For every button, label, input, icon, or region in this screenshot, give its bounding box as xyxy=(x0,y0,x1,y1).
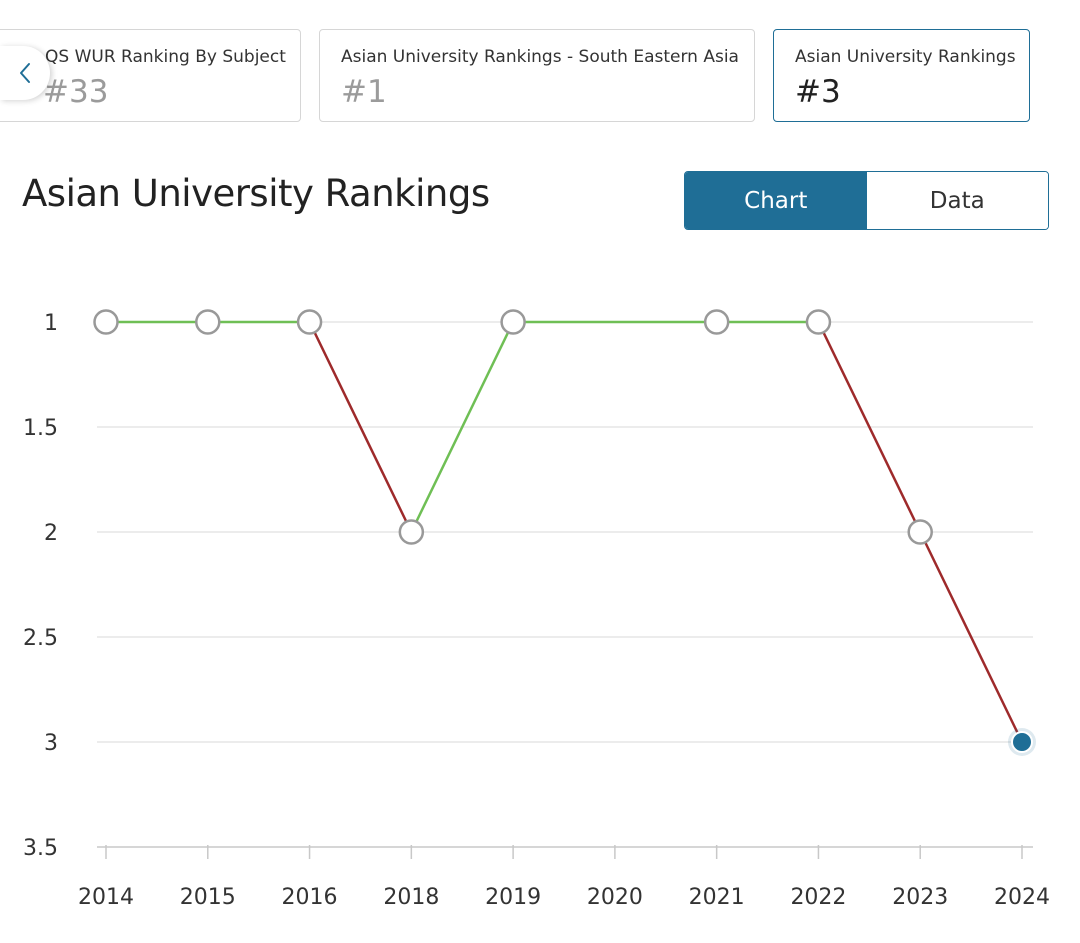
data-point[interactable] xyxy=(907,519,933,545)
data-point-highlighted[interactable] xyxy=(1011,731,1033,753)
ranking-card-rank: #33 xyxy=(43,74,109,110)
x-tick-label: 2019 xyxy=(485,885,541,910)
data-view-button[interactable]: Data xyxy=(866,172,1048,229)
x-tick-label: 2018 xyxy=(383,885,439,910)
data-point[interactable] xyxy=(500,309,526,335)
series-line-segment xyxy=(308,321,413,533)
series-line-segment xyxy=(919,531,1024,743)
section-title: Asian University Rankings xyxy=(22,172,490,215)
carousel-prev-button[interactable] xyxy=(0,46,50,100)
y-tick-label: 3 xyxy=(44,731,58,756)
series-line-segment xyxy=(410,321,515,533)
y-tick-label: 2 xyxy=(44,521,58,546)
x-tick-label: 2022 xyxy=(790,885,846,910)
ranking-card-title: Asian University Rankings - South Easter… xyxy=(341,47,739,67)
ranking-card-rank: #1 xyxy=(341,74,387,110)
x-tick-label: 2015 xyxy=(180,885,236,910)
data-point[interactable] xyxy=(93,309,119,335)
x-tick-label: 2021 xyxy=(689,885,745,910)
ranking-card-asian-university[interactable]: Asian University Rankings #3 xyxy=(773,29,1030,122)
data-point[interactable] xyxy=(703,309,730,335)
y-tick-label: 1 xyxy=(44,311,58,336)
chevron-left-icon xyxy=(20,63,30,83)
x-tick-label: 2020 xyxy=(587,885,643,910)
x-tick-label: 2014 xyxy=(78,885,134,910)
data-point[interactable] xyxy=(398,519,425,545)
y-tick-label: 2.5 xyxy=(23,626,58,651)
ranking-card-asian-south-eastern[interactable]: Asian University Rankings - South Easter… xyxy=(319,29,755,122)
chart-view-button[interactable]: Chart xyxy=(685,172,867,229)
x-tick-label: 2023 xyxy=(892,885,948,910)
ranking-line-chart: 1 1.5 2 2.5 3 3.5 2014 2015 2016 2018 2019 2020 2021… xyxy=(23,309,1050,910)
ranking-card-rank: #3 xyxy=(795,74,841,110)
ranking-cards-row: QS WUR Ranking By Subject #33 Asian Univ… xyxy=(0,0,1080,130)
data-point[interactable] xyxy=(195,309,221,335)
ranking-card-qs-wur-subject[interactable]: QS WUR Ranking By Subject #33 xyxy=(0,29,301,122)
y-tick-label: 1.5 xyxy=(23,416,58,441)
data-point[interactable] xyxy=(296,309,323,335)
data-point[interactable] xyxy=(805,309,832,335)
x-tick-label: 2016 xyxy=(282,885,338,910)
view-toggle: Chart Data xyxy=(684,171,1049,230)
x-tick-label: 2024 xyxy=(994,885,1050,910)
ranking-card-title: QS WUR Ranking By Subject xyxy=(45,47,286,67)
y-tick-label: 3.5 xyxy=(23,836,58,861)
ranking-card-title: Asian University Rankings xyxy=(795,47,1016,67)
series-line-segment xyxy=(817,321,922,533)
